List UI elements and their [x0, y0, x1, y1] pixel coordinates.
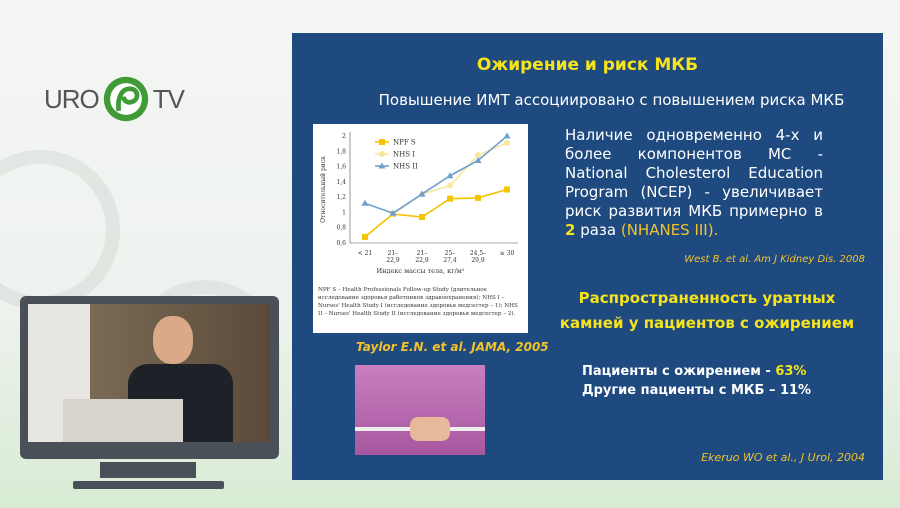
hands [410, 417, 450, 441]
paragraph-text: Наличие одновременно 4-х и более компоне… [565, 126, 823, 220]
data-point [475, 152, 481, 159]
legend-label: NHS I [393, 151, 415, 159]
data-point [504, 186, 510, 193]
slide-title: Ожирение и риск МКБ [476, 55, 699, 75]
data-point [446, 172, 454, 179]
reference-ekeruo: Ekeruo WO et al., J Urol, 2004 [701, 451, 865, 464]
chart: 0,6 0,8 1 1,2 1,4 1,6 1,8 2 < 21 21– 22,9 21– 22,9 25… [313, 124, 528, 333]
data-point [504, 139, 510, 146]
x-tick-label: 25– 27,4 [443, 250, 457, 264]
x-tick-label: ≥ 30 [500, 250, 515, 257]
data-point [418, 190, 426, 197]
data-point [474, 156, 482, 163]
reference-west: West B. et al. Am J Kidney Dis. 2008 [684, 254, 865, 265]
waist-measurement-photo [355, 365, 485, 455]
stat-other: Другие пациенты с МКБ – 11% [582, 383, 812, 398]
speaker-video[interactable] [28, 304, 270, 442]
data-point [503, 132, 511, 139]
legend-label: NHS II [393, 163, 418, 171]
monitor-stand [100, 462, 196, 478]
data-point [362, 233, 368, 240]
logo-emblem-icon [103, 76, 148, 122]
stat-obese: Пациенты с ожирением - 63% [582, 362, 806, 381]
x-tick-label: < 21 [358, 250, 373, 257]
series-line-npf-s [364, 188, 508, 238]
y-tick-label: 1,8 [336, 148, 346, 155]
x-axis-label: Индекс массы тела, кг/м² [376, 267, 465, 275]
data-point [447, 195, 453, 202]
film-reel-decoration [0, 150, 120, 310]
chart-reference: Taylor E.N. et al. JAMA, 2005 [356, 340, 549, 354]
paragraph-source: (NHANES III). [620, 221, 719, 239]
data-point [447, 182, 453, 189]
chart-footnote: NPF S – Health Professionals Follow-up S… [318, 287, 518, 317]
paragraph-text-end: раза [575, 221, 621, 239]
line-chart: 0,6 0,8 1 1,2 1,4 1,6 1,8 2 < 21 21– 22,9 21– 22,9 25… [320, 132, 518, 264]
x-tick-label: 21– 22,9 [415, 250, 429, 264]
stat-value: 63% [775, 364, 807, 379]
y-tick-label: 1,6 [336, 164, 346, 171]
monitor-base [73, 481, 224, 489]
logo-text-tv: TV [152, 83, 185, 114]
data-point [389, 209, 397, 216]
data-point [361, 199, 369, 206]
x-tick-label: 24,5– 29,9 [470, 250, 486, 264]
legend-marker [379, 151, 385, 157]
y-axis-label: Относительный риск [320, 156, 327, 223]
logo-text-uro: URO [44, 83, 100, 114]
stat-label: Пациенты с ожирением - [582, 364, 776, 379]
data-point [419, 214, 425, 221]
speaker-head [153, 316, 193, 364]
series-line-nhs-ii [364, 135, 508, 215]
legend-label: NPF S [393, 139, 416, 147]
presentation-slide: Ожирение и риск МКБ Повышение ИМТ ассоци… [292, 33, 883, 480]
y-tick-label: 2 [342, 133, 346, 140]
legend-marker [379, 139, 385, 145]
legend-marker [378, 162, 386, 169]
podium [63, 399, 183, 442]
y-tick-label: 0,8 [336, 225, 346, 232]
data-point [475, 194, 481, 201]
y-tick-label: 1,2 [336, 194, 346, 201]
x-tick-label: 21– 22,9 [386, 250, 400, 264]
y-tick-label: 1,4 [336, 179, 346, 186]
section-title: Распространенность уратных камней у паци… [559, 289, 855, 332]
y-tick-label: 0,6 [336, 240, 346, 247]
y-tick-label: 1 [342, 209, 346, 216]
urotv-logo: URO TV [44, 68, 185, 130]
paragraph-highlight: 2 [565, 221, 576, 239]
slide-subtitle: Повышение ИМТ ассоциировано с повышением… [378, 91, 845, 109]
ncep-paragraph: Наличие одновременно 4-х и более компоне… [565, 126, 823, 240]
